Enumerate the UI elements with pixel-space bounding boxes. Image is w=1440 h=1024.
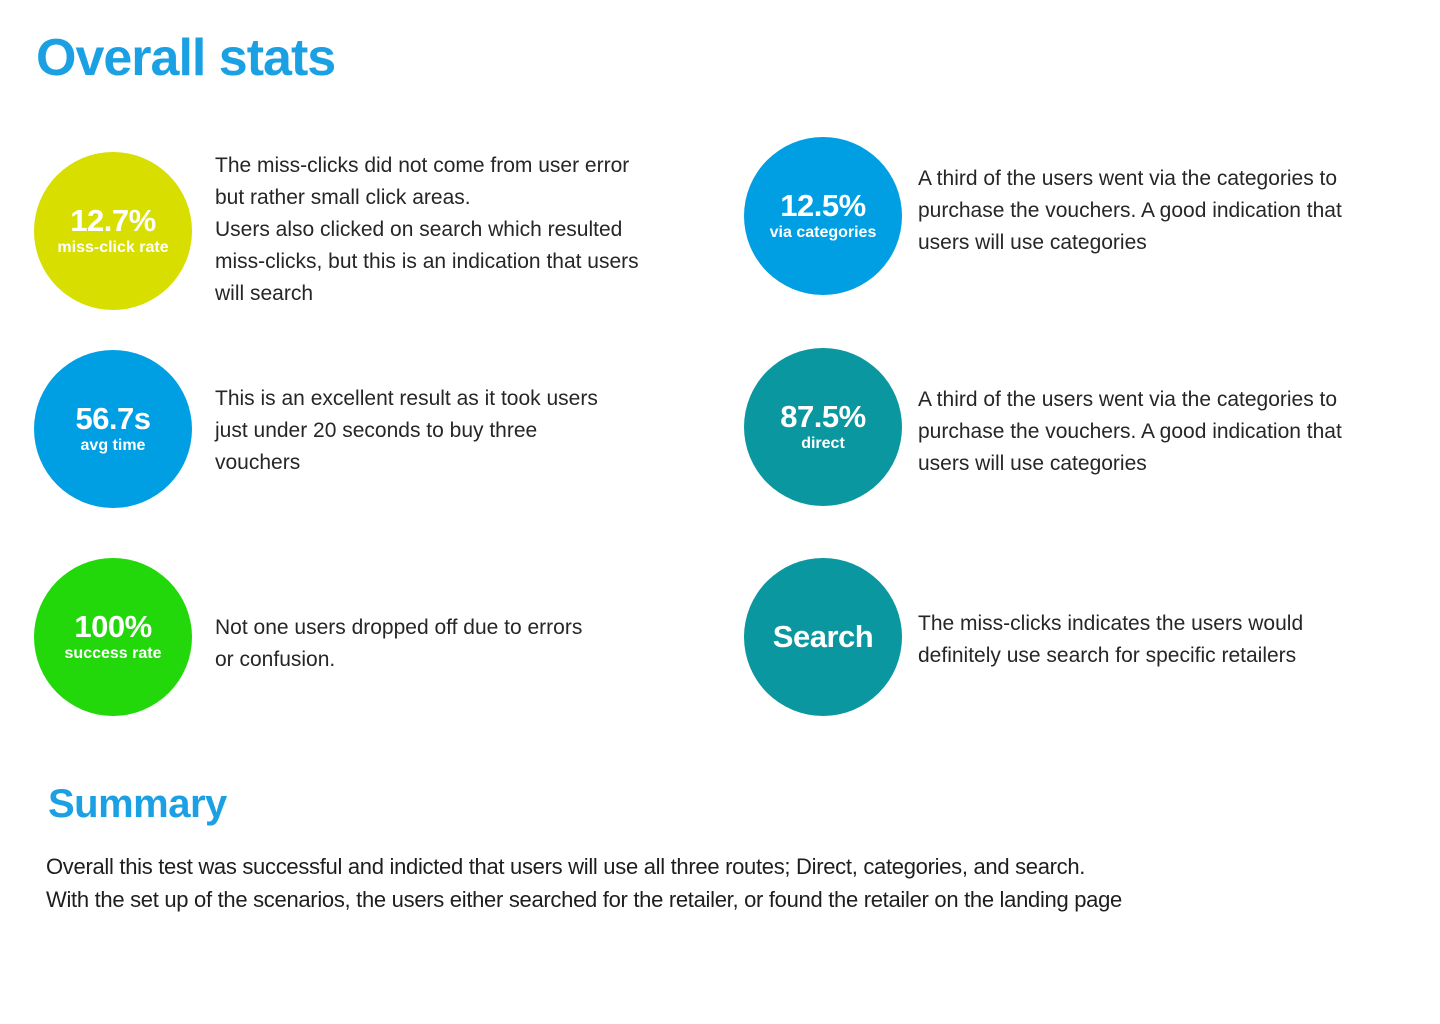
- stat-circle-direct: 87.5% direct: [744, 348, 902, 506]
- stat-description: A third of the users went via the catego…: [918, 167, 1342, 254]
- stat-label: success rate: [64, 644, 162, 662]
- stat-circle-search: Search: [744, 558, 902, 716]
- stat-description: The miss-clicks indicates the users woul…: [918, 612, 1304, 667]
- stat-value: 12.7%: [70, 202, 156, 238]
- stat-value: 87.5%: [780, 398, 866, 434]
- stat-value: 12.5%: [780, 187, 866, 223]
- stat-description: A third of the users went via the catego…: [918, 388, 1342, 475]
- summary-body: Overall this test was successful and ind…: [46, 854, 1122, 912]
- stat-circle-success-rate: 100% success rate: [34, 558, 192, 716]
- stat-value: Search: [772, 618, 874, 654]
- stat-circle-avg-time: 56.7s avg time: [34, 350, 192, 508]
- page-title: Overall stats: [36, 29, 336, 87]
- summary-title: Summary: [48, 782, 227, 826]
- stat-value: 100%: [74, 608, 152, 644]
- stat-description: Not one users dropped off due to errors …: [215, 616, 583, 671]
- stat-label: avg time: [80, 436, 146, 454]
- stat-circle-miss-click-rate: 12.7% miss-click rate: [34, 152, 192, 310]
- stat-label: direct: [801, 434, 845, 452]
- stat-description: This is an excellent result as it took u…: [215, 387, 598, 474]
- stat-circle-via-categories: 12.5% via categories: [744, 137, 902, 295]
- stat-label: miss-click rate: [57, 238, 169, 256]
- stat-label: via categories: [769, 223, 877, 241]
- stat-value: 56.7s: [75, 400, 151, 436]
- stat-description: The miss-clicks did not come from user e…: [215, 154, 639, 305]
